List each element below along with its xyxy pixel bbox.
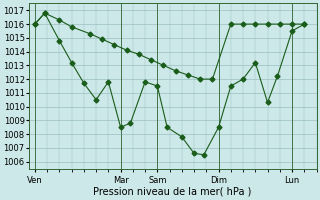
X-axis label: Pression niveau de la mer( hPa ): Pression niveau de la mer( hPa ) <box>93 187 252 197</box>
